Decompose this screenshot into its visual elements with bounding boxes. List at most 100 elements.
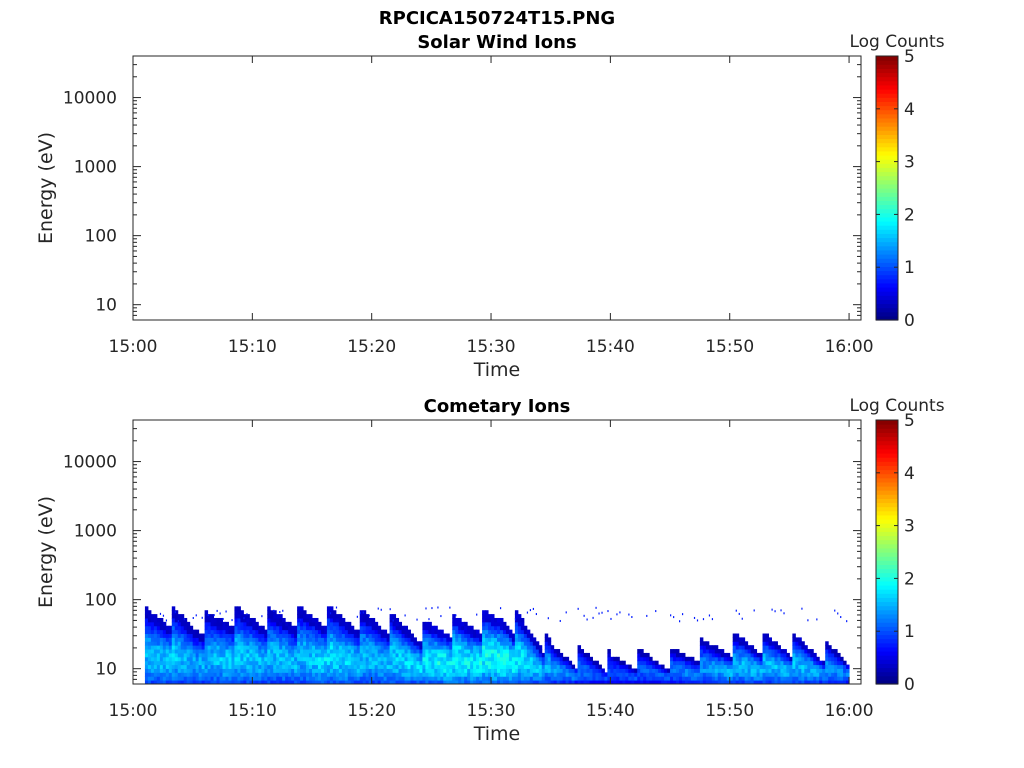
data-cell — [637, 676, 641, 681]
data-cell — [586, 668, 590, 673]
data-cell — [347, 641, 352, 646]
data-cell — [505, 676, 510, 681]
data-cell — [520, 641, 525, 646]
data-cell — [291, 645, 295, 650]
data-cell — [404, 625, 408, 631]
data-cell — [288, 637, 292, 642]
data-cell — [846, 664, 850, 669]
data-cell — [440, 649, 444, 654]
data-cell — [350, 660, 355, 666]
data-cell — [326, 656, 331, 662]
data-cell — [353, 668, 358, 673]
data-cell — [535, 676, 540, 681]
data-cell — [362, 610, 367, 615]
data-cell — [550, 652, 555, 658]
data-cell — [353, 645, 358, 650]
data-cell — [294, 629, 298, 635]
data-cell — [491, 617, 495, 623]
data-cell — [159, 625, 164, 631]
data-cell — [326, 633, 331, 638]
data-cell — [499, 668, 504, 673]
data-cell — [508, 672, 513, 677]
colorbar-swatch — [876, 580, 898, 586]
data-cell — [499, 672, 504, 677]
colorbar-swatch — [876, 420, 898, 425]
data-cell — [159, 676, 164, 681]
data-cell — [320, 668, 325, 673]
data-cell — [437, 641, 441, 646]
data-cell — [684, 676, 689, 681]
data-cell — [476, 629, 480, 635]
data-cell — [338, 668, 343, 673]
data-cell — [267, 606, 271, 611]
data-cell — [562, 656, 567, 662]
data-cell — [586, 664, 590, 669]
data-cell — [243, 676, 247, 681]
data-cell — [520, 660, 525, 666]
data-cell — [473, 629, 477, 635]
colorbar-swatch — [876, 597, 898, 603]
data-cell — [556, 676, 561, 681]
data-cell — [171, 641, 176, 646]
data-cell — [720, 652, 725, 658]
data-cell — [505, 633, 510, 638]
data-cell — [246, 629, 250, 635]
data-cell — [300, 668, 304, 673]
data-cell — [335, 621, 340, 627]
data-cell — [437, 652, 441, 658]
data-cell — [556, 652, 561, 658]
data-cell — [467, 633, 471, 638]
data-cell — [192, 660, 197, 666]
data-cell — [282, 668, 286, 673]
data-cell — [428, 672, 432, 677]
data-cell — [174, 660, 179, 666]
data-cell — [267, 614, 271, 619]
colorbar-swatch — [876, 622, 898, 627]
data-cell — [819, 668, 823, 673]
data-cell — [476, 656, 480, 662]
data-cell — [407, 649, 411, 654]
data-cell — [350, 645, 355, 650]
data-cell — [846, 668, 850, 673]
data-cell — [162, 672, 167, 677]
data-cell — [177, 664, 182, 669]
data-cell — [297, 652, 301, 658]
data-cell — [344, 649, 349, 654]
data-cell — [437, 633, 441, 638]
data-cell — [282, 621, 286, 627]
data-cell — [312, 676, 316, 681]
x-tick-label: 15:40 — [586, 701, 635, 721]
data-cell — [479, 672, 483, 677]
data-cell — [520, 629, 525, 635]
data-cell — [279, 614, 283, 619]
data-cell — [177, 676, 182, 681]
data-cell — [696, 680, 701, 685]
data-cell — [350, 637, 355, 642]
data-cell — [144, 680, 149, 685]
data-cell — [622, 664, 626, 669]
data-cell — [320, 629, 325, 635]
data-cell — [750, 680, 755, 685]
colorbar-swatch — [876, 638, 898, 644]
data-cell — [517, 668, 522, 673]
data-cell — [485, 641, 489, 646]
data-cell — [434, 660, 438, 666]
data-cell — [195, 652, 200, 658]
colorbar-swatch — [876, 113, 898, 119]
data-cell — [243, 660, 247, 666]
data-cell — [180, 649, 185, 654]
data-cell — [225, 625, 229, 631]
data-cell — [383, 668, 388, 673]
data-cell — [497, 660, 501, 666]
data-cell — [362, 625, 367, 631]
data-cell — [816, 676, 820, 681]
data-cell — [377, 629, 382, 635]
data-cell — [774, 668, 778, 673]
data-cell — [771, 660, 775, 666]
data-cell — [162, 660, 167, 666]
data-cell — [726, 680, 731, 685]
data-cell — [398, 660, 403, 666]
data-cell — [825, 660, 829, 666]
data-cell — [431, 676, 435, 681]
data-cell — [553, 668, 558, 673]
